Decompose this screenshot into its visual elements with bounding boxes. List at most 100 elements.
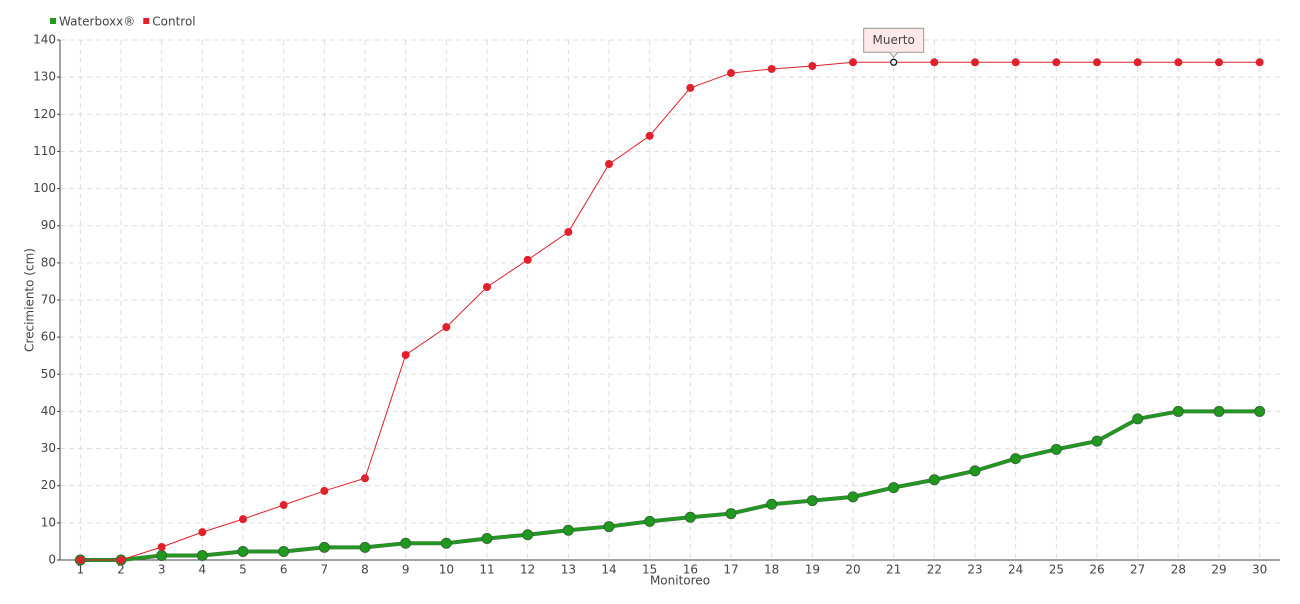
data-point <box>1133 58 1142 67</box>
x-tick-label: 10 <box>439 563 454 577</box>
x-tick-label: 26 <box>1089 563 1104 577</box>
x-tick-label: 11 <box>479 563 494 577</box>
data-point <box>318 541 330 553</box>
y-tick-label: 110 <box>33 144 56 158</box>
data-point <box>400 537 412 549</box>
x-tick-label: 8 <box>361 563 369 577</box>
y-tick-label: 120 <box>33 107 56 121</box>
x-tick-label: 23 <box>967 563 982 577</box>
y-tick-label: 80 <box>41 255 56 269</box>
data-point <box>766 498 778 510</box>
series-line-outline <box>80 409 1260 562</box>
x-tick-label: 4 <box>199 563 207 577</box>
data-point <box>278 545 290 557</box>
data-point <box>603 521 615 533</box>
x-axis-label: Monitoreo <box>650 574 710 588</box>
data-point <box>644 515 656 527</box>
data-point <box>930 58 939 67</box>
data-point <box>1213 405 1225 417</box>
x-tick-label: 5 <box>239 563 247 577</box>
y-axis-label: Crecimiento (cm) <box>23 248 37 352</box>
x-tick-label: 28 <box>1171 563 1186 577</box>
data-point <box>1093 58 1101 67</box>
data-point <box>808 62 817 70</box>
x-tick-label: 30 <box>1252 563 1267 577</box>
data-point <box>442 323 451 332</box>
data-point <box>522 529 534 541</box>
legend-swatch <box>143 18 150 24</box>
x-tick-label: 25 <box>1049 563 1064 577</box>
data-point <box>1050 443 1062 455</box>
data-point <box>1172 405 1184 417</box>
data-point <box>481 532 493 544</box>
data-point <box>725 508 737 520</box>
y-tick-label: 10 <box>41 515 56 529</box>
x-tick-label: 21 <box>886 563 901 577</box>
x-tick-label: 12 <box>520 563 535 577</box>
x-tick-label: 13 <box>561 563 576 577</box>
data-point <box>684 511 696 523</box>
data-point <box>1052 58 1061 67</box>
x-tick-label: 7 <box>321 563 329 577</box>
data-point <box>645 131 654 140</box>
legend-label: Control <box>152 15 195 29</box>
data-point <box>1255 58 1264 67</box>
y-tick-label: 50 <box>41 367 56 381</box>
x-tick-label: 27 <box>1130 563 1145 577</box>
x-tick-label: 15 <box>642 563 657 577</box>
data-point <box>847 491 859 503</box>
data-point <box>928 474 940 486</box>
data-point <box>359 541 371 553</box>
x-tick-label: 16 <box>683 563 698 577</box>
data-point <box>237 545 249 557</box>
data-point <box>1215 58 1223 67</box>
x-tick-label: 1 <box>77 563 85 577</box>
x-tick-label: 29 <box>1211 563 1226 577</box>
x-tick-label: 17 <box>723 563 738 577</box>
x-tick-label: 14 <box>601 563 616 577</box>
data-point <box>971 58 979 67</box>
data-point <box>196 550 208 562</box>
data-point <box>1132 413 1144 425</box>
data-point <box>156 550 168 562</box>
x-tick-label: 24 <box>1008 563 1023 577</box>
data-point <box>320 486 329 495</box>
data-point <box>401 350 410 359</box>
data-point <box>564 228 573 237</box>
y-tick-label: 0 <box>48 553 56 567</box>
y-tick-label: 70 <box>41 293 56 307</box>
x-tick-label: 18 <box>764 563 779 577</box>
data-point <box>483 283 491 291</box>
x-tick-label: 3 <box>158 563 166 577</box>
data-point <box>890 58 898 66</box>
data-point <box>76 556 85 564</box>
series-line <box>80 61 1260 561</box>
y-tick-label: 100 <box>33 181 56 195</box>
y-tick-label: 30 <box>41 441 56 455</box>
data-point <box>1254 405 1266 417</box>
data-point <box>523 255 532 264</box>
annotation-text: Muerto <box>873 33 915 47</box>
data-point <box>279 501 288 510</box>
data-point <box>1091 435 1103 447</box>
legend-label: Waterboxx® <box>59 15 135 29</box>
data-point <box>440 537 452 549</box>
y-tick-label: 140 <box>33 33 56 47</box>
x-tick-label: 22 <box>927 563 942 577</box>
legend-swatch <box>50 18 56 24</box>
x-tick-label: 6 <box>280 563 288 577</box>
data-point <box>562 524 574 536</box>
data-point <box>117 556 125 564</box>
y-tick-label: 40 <box>41 404 56 418</box>
y-tick-label: 60 <box>41 330 56 344</box>
data-point <box>605 160 613 169</box>
data-point <box>157 543 166 551</box>
y-tick-label: 90 <box>41 218 56 232</box>
x-tick-label: 2 <box>117 563 125 577</box>
series-line <box>80 410 1260 562</box>
y-tick-label: 130 <box>33 70 56 84</box>
data-point <box>1011 58 1020 67</box>
data-point <box>686 83 695 92</box>
y-tick-label: 20 <box>41 478 56 492</box>
